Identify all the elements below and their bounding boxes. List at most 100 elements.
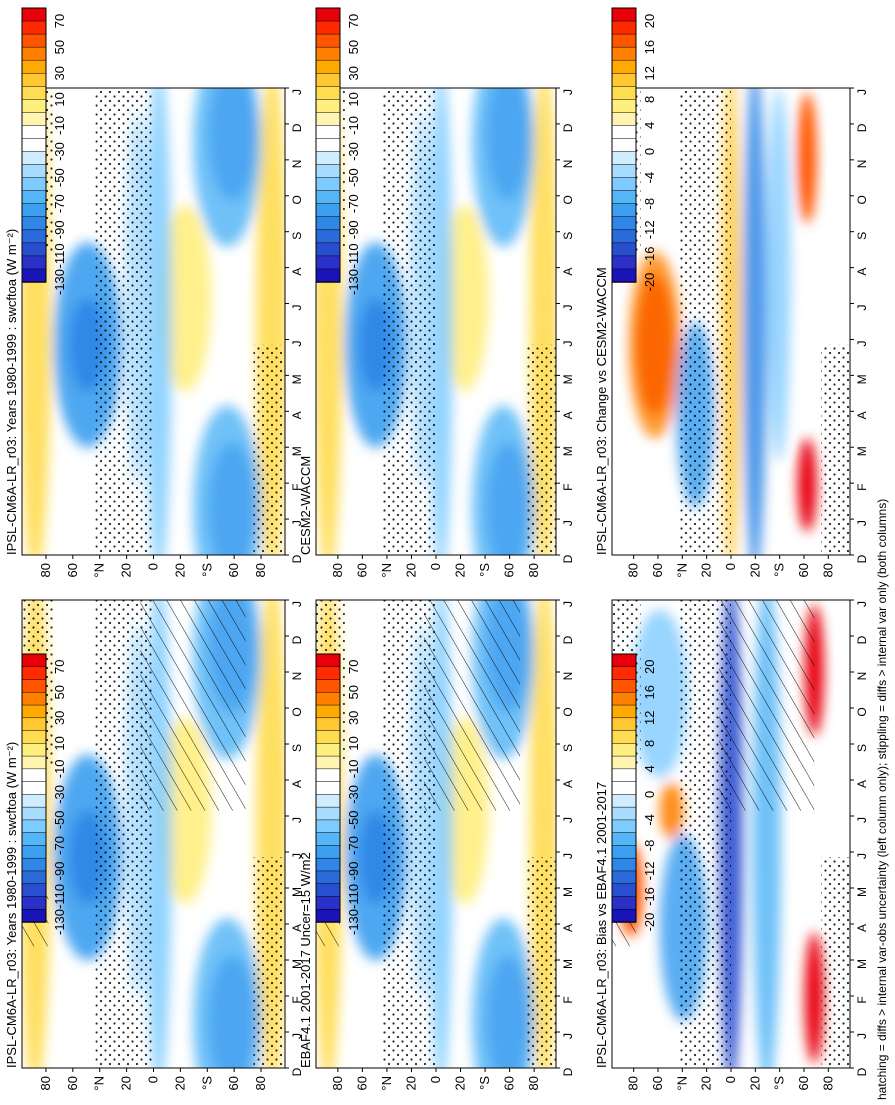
colorbar-swatch <box>21 870 47 885</box>
month-tick-label: J <box>561 817 575 823</box>
month-tick-label: J <box>561 1033 575 1039</box>
month-tick-label: D <box>855 635 869 644</box>
colorbar-swatch <box>315 908 341 923</box>
panel-title: CESM2-WACCM <box>298 456 313 555</box>
colorbar-swatch <box>21 203 47 218</box>
colorbar-label: -20 <box>642 273 657 292</box>
colorbar-swatch <box>21 33 47 48</box>
lat-tick-label: 60 <box>226 563 241 577</box>
colorbar-label: -50 <box>52 168 67 187</box>
lat-tick-label: 20 <box>747 563 762 577</box>
colorbar-swatch <box>21 908 47 923</box>
stippling <box>678 88 731 555</box>
month-tick-label: M <box>561 887 575 897</box>
colorbar-swatch <box>21 755 47 770</box>
colorbar-swatch <box>611 72 637 88</box>
colorbar-label: 70 <box>52 14 67 28</box>
panel-title: IPSL-CM6A-LR_r03: Years 1980-1999 : swcf… <box>4 229 19 555</box>
month-tick-label: M <box>855 959 869 969</box>
lat-tick-label: 80 <box>526 563 541 577</box>
colorbar-label: -12 <box>642 220 657 239</box>
colorbar-label: -50 <box>346 168 361 187</box>
lat-tick-label: 80 <box>253 1076 268 1090</box>
colorbar-swatch <box>21 768 47 783</box>
lat-tick-label: 80 <box>820 1076 835 1090</box>
colorbar-label: -110 <box>52 243 67 268</box>
month-tick-label: N <box>855 672 869 681</box>
colorbar-swatch <box>21 229 47 244</box>
panel-bias-left: 80 60 °N 20 0 20 °S 60 80DJFMAMJJASONDJIPSL-CM6A… <box>594 599 869 1091</box>
field-model-left <box>22 600 285 1068</box>
month-tick-label: M <box>855 446 869 456</box>
colorbar-swatch <box>611 229 637 244</box>
lat-tick-label: °N <box>379 563 394 578</box>
colorbar-swatch <box>315 832 341 847</box>
month-tick-label: J <box>855 1033 869 1039</box>
colorbar-swatch <box>315 99 341 114</box>
lat-tick-label: 80 <box>526 1076 541 1090</box>
colorbar-swatch <box>611 743 637 757</box>
lat-tick-label: 60 <box>650 1076 665 1090</box>
colorbar-label: -8 <box>642 198 657 210</box>
colorbar-swatch <box>611 704 637 719</box>
contour-region <box>742 88 767 555</box>
lat-tick-label: 0 <box>146 1076 161 1083</box>
lat-tick-label: °N <box>379 1076 394 1091</box>
lat-tick-label: 80 <box>626 563 641 577</box>
month-tick-label: D <box>561 635 575 644</box>
month-tick-label: O <box>855 195 869 204</box>
colorbar-label: 50 <box>52 685 67 699</box>
colorbar-label: -70 <box>346 194 361 213</box>
month-tick-label: A <box>561 924 575 932</box>
month-tick-label: M <box>855 887 869 897</box>
colorbar-swatch <box>611 86 637 101</box>
month-tick-label: D <box>855 123 869 132</box>
month-tick-label: D <box>561 1067 575 1076</box>
month-tick-label: J <box>290 1033 304 1039</box>
lat-tick-label: 60 <box>502 1076 517 1090</box>
colorbar-label: 16 <box>642 685 657 699</box>
lat-tick-label: 80 <box>820 563 835 577</box>
month-tick-label: S <box>290 232 304 240</box>
colorbar-label: -110 <box>346 243 361 268</box>
lat-tick-label: 20 <box>699 563 714 577</box>
colorbar-label: -90 <box>346 220 361 239</box>
colorbar-swatch <box>611 883 637 898</box>
panel-title: IPSL-CM6A-LR_r03: Years 1980-1999 : swcf… <box>4 742 19 1068</box>
month-tick-label: M <box>290 446 304 456</box>
panel-obs-left: 80 60 °N 20 0 20 °S 60 80 D J F M A M J J A S O N D J EBAF4.1 2… <box>298 599 575 1091</box>
colorbar-swatch <box>21 819 47 834</box>
colorbar-label: -130 <box>346 909 361 935</box>
colorbar-swatch <box>611 832 637 847</box>
colorbar-swatch <box>315 755 341 770</box>
colorbar-swatch <box>315 883 341 898</box>
lat-tick-label: 0 <box>723 563 738 570</box>
month-tick-label: F <box>855 483 869 490</box>
colorbar-swatch <box>315 768 341 783</box>
colorbar-swatch <box>315 730 341 745</box>
lat-tick-label: 20 <box>403 563 418 577</box>
contour-region <box>440 204 489 392</box>
colorbar-swatch <box>21 717 47 732</box>
lat-tick-label: 0 <box>428 1076 443 1083</box>
lat-tick-label: °S <box>477 563 492 577</box>
lat-tick-label: °N <box>674 1076 689 1091</box>
colorbar-swatch <box>21 806 47 821</box>
colorbar-label: 20 <box>642 660 657 674</box>
colorbar-ref-right: 70 50 30 10 -10 -30 -50 -70 -90 -110-130 <box>315 7 361 295</box>
colorbar-label: -130 <box>346 269 361 295</box>
contour-region <box>192 88 262 247</box>
colorbar-label: -16 <box>642 247 657 266</box>
colorbar-label: 0 <box>642 148 657 155</box>
month-tick-label: J <box>290 817 304 823</box>
month-tick-label: A <box>855 924 869 932</box>
colorbar-swatch <box>21 743 47 757</box>
month-tick-label: D <box>561 554 575 563</box>
month-tick-label: J <box>290 340 304 346</box>
lat-tick-label: 20 <box>172 1076 187 1090</box>
field-bias-left <box>612 600 850 1068</box>
colorbar-label: -70 <box>52 836 67 855</box>
month-tick-label: A <box>561 411 575 419</box>
contour-region <box>158 204 212 392</box>
colorbar-swatch <box>21 99 47 114</box>
